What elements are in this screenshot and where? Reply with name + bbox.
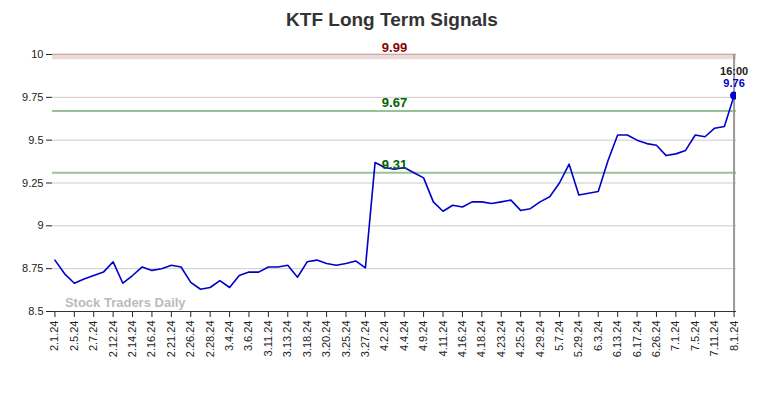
svg-text:16:00: 16:00 — [720, 65, 748, 77]
svg-text:3.13.24: 3.13.24 — [281, 321, 293, 358]
svg-text:6.26.24: 6.26.24 — [650, 321, 662, 358]
svg-text:10: 10 — [31, 48, 43, 60]
svg-text:3.27.24: 3.27.24 — [359, 321, 371, 358]
svg-text:3.4.24: 3.4.24 — [223, 321, 235, 352]
svg-text:4.25.24: 4.25.24 — [514, 321, 526, 358]
svg-text:4.11.24: 4.11.24 — [437, 321, 449, 357]
svg-text:2.12.24: 2.12.24 — [107, 321, 119, 358]
svg-text:8.75: 8.75 — [22, 262, 43, 274]
svg-text:4.18.24: 4.18.24 — [475, 321, 487, 358]
svg-text:6.3.24: 6.3.24 — [592, 321, 604, 352]
svg-text:7.1.24: 7.1.24 — [669, 321, 681, 352]
svg-text:9: 9 — [37, 219, 43, 231]
svg-text:9.67: 9.67 — [382, 95, 407, 110]
svg-text:9.5: 9.5 — [28, 134, 43, 146]
svg-text:2.28.24: 2.28.24 — [204, 321, 216, 358]
svg-text:9.25: 9.25 — [22, 177, 43, 189]
svg-text:2.7.24: 2.7.24 — [87, 321, 99, 352]
svg-text:6.17.24: 6.17.24 — [631, 321, 643, 358]
svg-text:7.5.24: 7.5.24 — [689, 321, 701, 352]
svg-text:8.5: 8.5 — [28, 305, 43, 317]
svg-text:9.76: 9.76 — [723, 77, 744, 89]
svg-text:2.5.24: 2.5.24 — [68, 321, 80, 352]
svg-text:2.26.24: 2.26.24 — [184, 321, 196, 358]
svg-text:7.11.24: 7.11.24 — [708, 321, 720, 357]
svg-text:4.9.24: 4.9.24 — [417, 321, 429, 352]
svg-text:2.1.24: 2.1.24 — [48, 321, 60, 352]
svg-text:3.11.24: 3.11.24 — [262, 321, 274, 357]
svg-text:4.29.24: 4.29.24 — [534, 321, 546, 358]
svg-text:4.2.24: 4.2.24 — [378, 321, 390, 352]
svg-text:6.13.24: 6.13.24 — [611, 321, 623, 358]
svg-text:3.20.24: 3.20.24 — [320, 321, 332, 358]
svg-text:3.25.24: 3.25.24 — [340, 321, 352, 358]
svg-text:3.18.24: 3.18.24 — [301, 321, 313, 358]
svg-text:2.21.24: 2.21.24 — [165, 321, 177, 358]
svg-text:2.14.24: 2.14.24 — [126, 321, 138, 358]
svg-text:5.29.24: 5.29.24 — [572, 321, 584, 358]
svg-text:9.75: 9.75 — [22, 91, 43, 103]
svg-text:9.31: 9.31 — [382, 157, 407, 172]
svg-text:2.16.24: 2.16.24 — [145, 321, 157, 358]
svg-text:4.23.24: 4.23.24 — [495, 321, 507, 358]
svg-text:4.4.24: 4.4.24 — [398, 321, 410, 352]
svg-text:5.7.24: 5.7.24 — [553, 321, 565, 352]
html-text:KTF Long Term Signals: KTF Long Term Signals — [286, 9, 498, 30]
svg-text:4.16.24: 4.16.24 — [456, 321, 468, 358]
svg-text:9.99: 9.99 — [382, 40, 407, 55]
svg-text:8.1.24: 8.1.24 — [728, 321, 740, 352]
svg-text:3.6.24: 3.6.24 — [242, 321, 254, 352]
svg-text:Stock Traders Daily: Stock Traders Daily — [65, 295, 186, 310]
